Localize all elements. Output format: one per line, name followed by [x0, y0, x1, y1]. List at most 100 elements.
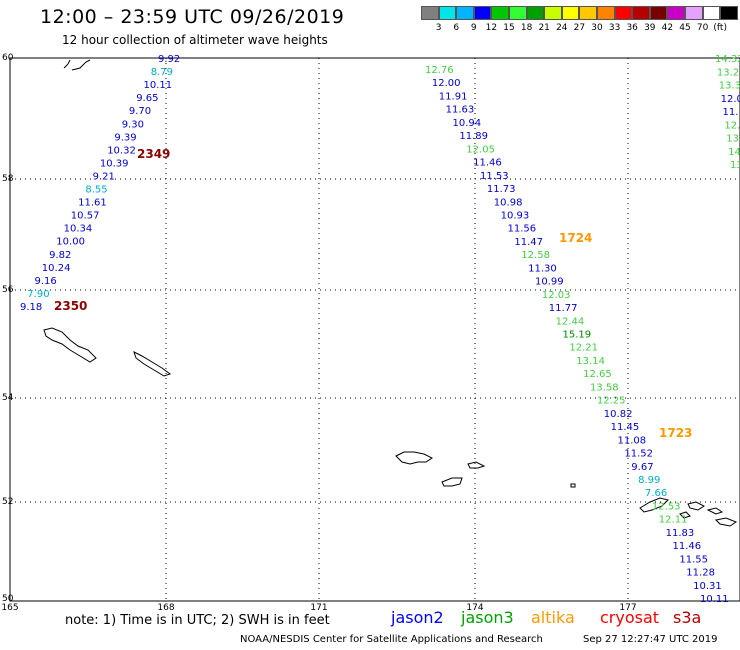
swh-value: 10.39 — [100, 158, 129, 169]
scale-swatch — [456, 6, 474, 20]
island-medny — [133, 351, 172, 377]
latitude-gridlines — [10, 57, 740, 503]
swh-value: 10.32 — [107, 145, 136, 156]
swh-value: 11.83 — [666, 528, 695, 539]
scale-swatch — [526, 6, 545, 20]
island-kiska — [639, 497, 669, 513]
scale-swatch — [596, 6, 615, 20]
swh-value: 10.98 — [494, 197, 523, 208]
swh-value: 10.93 — [501, 211, 530, 222]
legend-s3a: s3a — [673, 608, 702, 627]
footnote: note: 1) Time is in UTC; 2) SWH is in fe… — [65, 613, 330, 628]
map-title: 12:00 – 23:59 UTC 09/26/2019 — [40, 6, 345, 28]
color-scale: 3 6 9 12 15 18 21 24 27 30 33 36 39 42 45 70 (ft) — [421, 6, 738, 33]
scale-swatch — [561, 6, 580, 20]
scale-swatch — [508, 6, 527, 20]
scale-label: 21 — [538, 23, 550, 33]
swh-value: 11.55 — [679, 554, 708, 565]
scale-swatch — [438, 6, 457, 20]
color-scale-swatches — [421, 6, 738, 20]
scale-label: 42 — [661, 23, 674, 33]
legend-altika: altika — [531, 608, 575, 627]
scale-label: 12 — [485, 23, 498, 33]
swh-value: 11.08 — [618, 435, 647, 446]
scale-swatch — [614, 6, 633, 20]
swh-value: 11.46 — [673, 541, 702, 552]
island-rat-2 — [706, 507, 724, 515]
swh-value: 9.21 — [93, 172, 115, 183]
island-buldir — [570, 483, 576, 488]
scale-swatch — [491, 6, 509, 20]
credit-line: NOAA/NESDIS Center for Satellite Applica… — [240, 634, 543, 645]
island-bering — [43, 327, 97, 363]
swh-value: 13.58 — [590, 382, 619, 393]
time-label-2349: 2349 — [137, 147, 170, 161]
swh-value: 11.77 — [549, 303, 578, 314]
coast-kamchatka-fragment — [63, 59, 91, 71]
swh-value: 11.47 — [514, 237, 543, 248]
swh-value: 14.32 — [715, 54, 740, 65]
swh-value: 13 — [730, 160, 740, 171]
lat-label-52: 52 — [2, 497, 13, 507]
scale-label: 18 — [520, 23, 533, 33]
swh-value: 13.14 — [576, 356, 605, 367]
lat-label-50: 50 — [2, 594, 14, 604]
swh-value: 11.45 — [611, 422, 640, 433]
swh-value: 12.21 — [569, 343, 598, 354]
swh-value: 10.31 — [693, 581, 722, 592]
scale-swatch — [632, 6, 650, 20]
swh-value: 12.76 — [425, 65, 454, 76]
legend-cryosat: cryosat — [600, 608, 660, 627]
island-attu — [395, 451, 433, 465]
lat-label-60: 60 — [2, 53, 14, 63]
scale-label: 6 — [453, 23, 460, 33]
scale-swatch — [421, 6, 439, 20]
swh-value: 10.24 — [42, 263, 71, 274]
swh-value: 11.63 — [446, 105, 475, 116]
swh-value: 11.52 — [624, 449, 653, 460]
swh-value: 12.00 — [432, 78, 461, 89]
swh-value: 12.53 — [652, 501, 681, 512]
time-label-2350: 2350 — [54, 299, 87, 313]
swh-value: 10.82 — [604, 409, 633, 420]
swh-value: 9.65 — [136, 93, 158, 104]
scale-swatch — [684, 6, 703, 20]
legend-jason3: jason3 — [461, 608, 514, 627]
swh-value: 12.11 — [659, 515, 688, 526]
lat-label-56: 56 — [2, 285, 14, 295]
island-rat-3 — [679, 511, 691, 519]
scale-label: (ft) — [713, 23, 727, 33]
lon-label-165: 165 — [1, 603, 18, 613]
scale-label: 3 — [435, 23, 442, 33]
swh-value: 12.05 — [466, 144, 495, 155]
scale-swatch — [720, 6, 738, 20]
lon-label-177: 177 — [619, 603, 636, 613]
swh-value: 9.82 — [49, 250, 71, 261]
lat-label-54: 54 — [2, 393, 14, 403]
island-amchitka — [714, 517, 738, 527]
swh-value: 9.92 — [158, 54, 180, 65]
swh-value: 11.89 — [459, 131, 488, 142]
legend-jason2: jason2 — [391, 608, 444, 627]
swh-value: 14 — [728, 147, 740, 158]
scale-label: 24 — [556, 23, 568, 33]
island-agattu — [467, 461, 486, 469]
swh-value: 11. — [723, 107, 739, 118]
swh-value: 11.28 — [686, 568, 715, 579]
lat-label-58: 58 — [2, 174, 14, 184]
scale-swatch — [649, 6, 668, 20]
swh-value: 9.16 — [35, 276, 57, 287]
scale-swatch — [667, 6, 685, 20]
lon-label-174: 174 — [466, 603, 483, 613]
swh-value: 8.79 — [151, 67, 173, 78]
swh-value: 11.73 — [487, 184, 516, 195]
time-label-1723: 1723 — [659, 426, 692, 440]
track-3: 14.32 13.2 13.3 12.0 11. 12. 13. 14 13 — [715, 54, 740, 171]
swh-value: 10.94 — [453, 118, 482, 129]
swh-value: 12.0 — [721, 94, 740, 105]
swh-value: 7.90 — [27, 289, 49, 300]
scale-label: 36 — [626, 23, 638, 33]
swh-value: 11.30 — [528, 263, 557, 274]
swh-value: 10.00 — [56, 237, 85, 248]
